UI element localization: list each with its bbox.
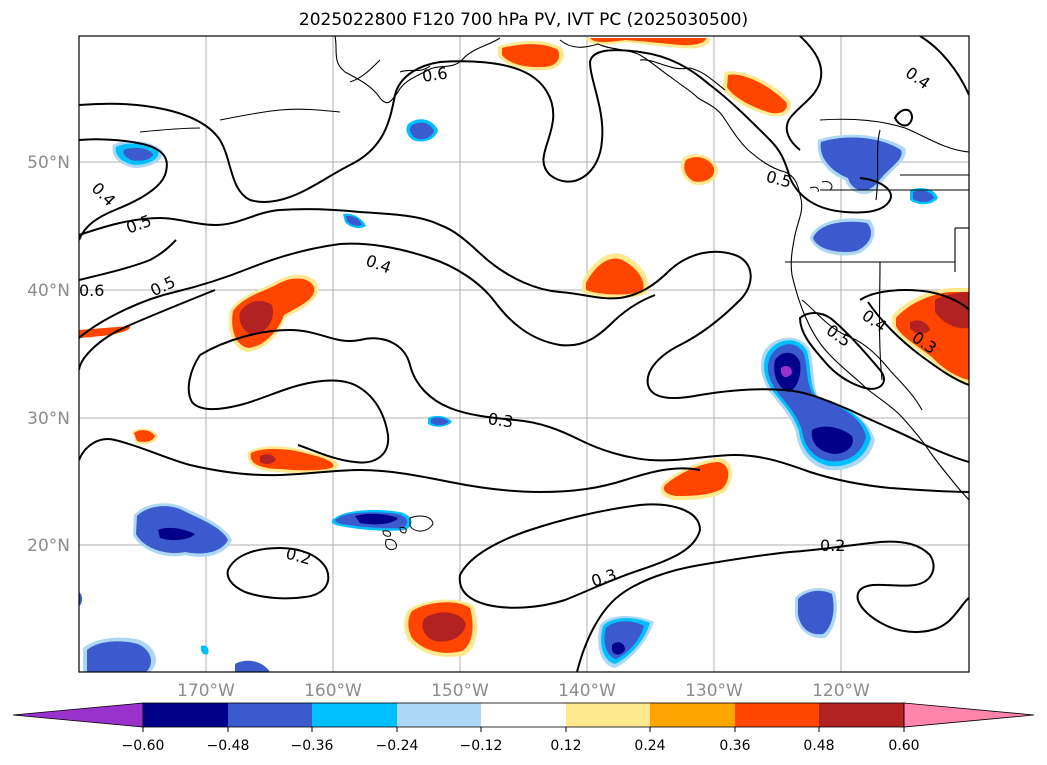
lat-tick-label: 50°N [27,153,70,173]
colorbar-extend-low [12,702,144,728]
anomaly-blob-pos [582,253,649,298]
anomaly-blob-pos [892,288,969,385]
colorbar-tick-label: −0.24 [376,738,419,754]
colorbar-segment [735,703,819,727]
anomaly-blob-neg [235,660,270,672]
anomaly-blob-neg [79,592,82,606]
lat-tick-label: 40°N [27,281,70,301]
anomaly-blob-neg [112,140,163,168]
anomaly-blob-neg [795,588,837,639]
colorbar-extend-high [903,702,1035,728]
anomaly-blob-neg [817,134,906,195]
anomaly-blob-neg [428,415,452,427]
anomaly-blob-pos [403,599,478,657]
colorbar-tick-label: 0.24 [634,738,665,754]
anomaly-blob-neg [343,213,366,229]
anomaly-blob-neg [406,119,438,142]
lon-tick-label: 170°W [177,681,235,701]
lon-tick-label: 150°W [431,681,489,701]
anomaly-blob-pos [247,446,339,474]
contour-label: 0.3 [487,409,515,431]
colorbar-ticks [142,727,905,732]
contour-lines [79,36,969,672]
colorbar-segment [481,703,566,727]
colorbar-segment [566,703,650,727]
anomaly-blob-neg [810,218,875,256]
anomaly-blob-pos [132,428,158,445]
colorbar-tick-label: 0.48 [803,738,834,754]
lon-tick-label: 130°W [685,681,743,701]
anomaly-blob-pos [660,458,732,500]
latitude-axis: 50°N 40°N 30°N 20°N [27,153,70,556]
anomaly-blob-pos [722,71,792,117]
contour-label: 0.6 [421,63,449,85]
map-plot-area: 0.6 0.4 0.5 0.5 0.4 0.6 0.3 0.2 0.3 0.2 … [79,36,969,672]
lon-tick-label: 160°W [304,681,362,701]
colorbar: −0.60 −0.48 −0.36 −0.24 −0.12 0.12 0.24 … [12,702,1035,754]
colorbar-tick-label: −0.60 [122,738,165,754]
colorbar-segment [819,703,904,727]
anomaly-blob-neg [200,645,209,655]
colorbar-segment [143,703,228,727]
anomaly-blob-neg [910,188,938,205]
colorbar-tick-label: −0.48 [207,738,250,754]
lat-tick-label: 30°N [27,409,70,429]
colorbar-tick-label: −0.36 [291,738,334,754]
colorbar-segment [312,703,397,727]
anomaly-blob-neg [598,616,654,668]
anomaly-blob-neg [760,337,875,471]
anomaly-blob-neg [331,510,412,531]
lon-tick-label: 120°W [812,681,870,701]
colorbar-tick-label: 0.36 [719,738,750,754]
contour-label: 0.2 [820,536,845,555]
colorbar-tick-label: 0.60 [888,738,919,754]
colorbar-tick-label: 0.12 [550,738,581,754]
positive-anomaly-regions [79,38,969,657]
anomaly-blob-neg [133,503,232,557]
anomaly-blob-pos [585,38,711,49]
longitude-axis: 170°W 160°W 150°W 140°W 130°W 120°W [177,681,870,701]
anomaly-blob-pos [498,41,565,71]
colorbar-tick-label: −0.12 [460,738,503,754]
contour-label: 0.6 [79,281,104,300]
colorbar-segment [228,703,312,727]
anomaly-blob-pos [228,274,319,352]
colorbar-segment [650,703,735,727]
anomaly-blob-neg [83,637,156,672]
map-title: 2025022800 F120 700 hPa PV, IVT PC (2025… [298,10,749,30]
colorbar-segment [397,703,481,727]
map-frame [78,35,970,673]
lon-tick-label: 140°W [558,681,616,701]
lat-tick-label: 20°N [27,536,70,556]
negative-anomaly-regions [79,119,938,672]
anomaly-blob-pos [680,154,719,186]
islands [382,181,833,551]
